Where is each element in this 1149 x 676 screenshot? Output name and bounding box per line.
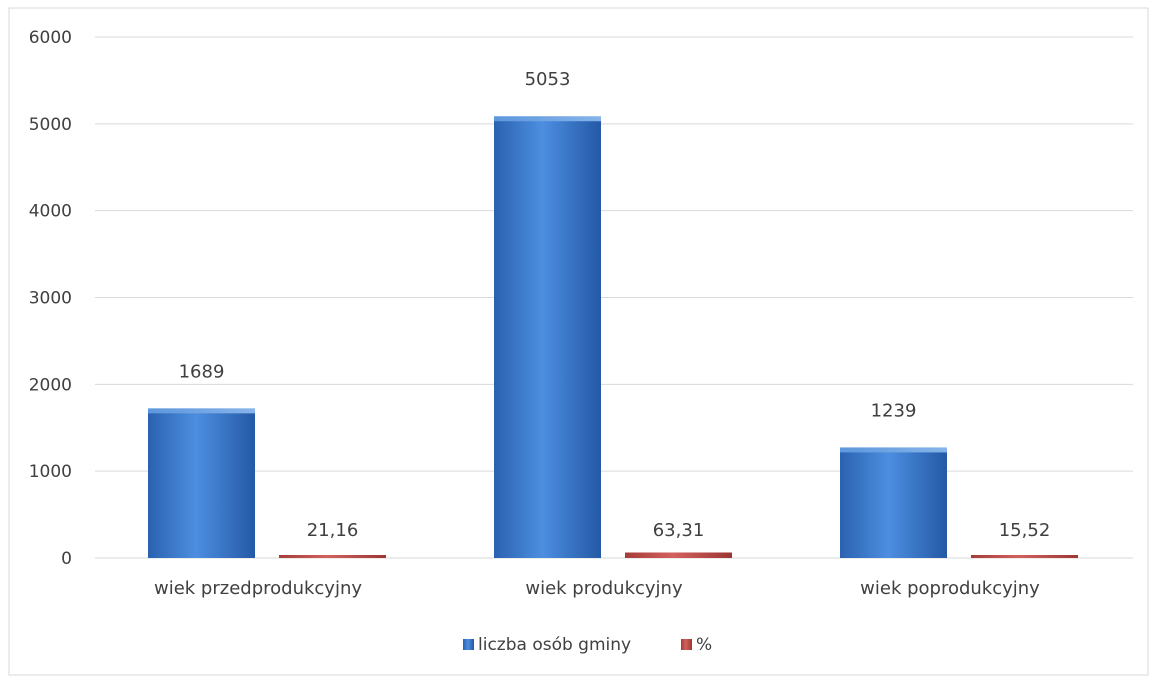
data-label: 63,31	[653, 520, 705, 541]
bar-liczba-osob	[148, 408, 255, 558]
legend-item: liczba osób gminy	[463, 635, 631, 655]
x-category-label: wiek produkcyjny	[525, 578, 683, 599]
bar-liczba-osob	[494, 116, 601, 558]
legend-label: liczba osób gminy	[478, 635, 631, 655]
data-label: 15,52	[999, 520, 1051, 541]
x-category-label: wiek przedprodukcyjny	[154, 578, 362, 599]
y-tick-label: 1000	[29, 462, 72, 482]
y-tick-label: 0	[61, 549, 72, 569]
bar-percent	[971, 555, 1078, 558]
legend-item: %	[681, 635, 712, 655]
bar-liczba-osob	[840, 447, 947, 558]
y-tick-label: 4000	[29, 202, 72, 222]
bar-percent	[625, 552, 732, 558]
y-tick-label: 2000	[29, 375, 72, 395]
data-label: 21,16	[307, 520, 359, 541]
data-label: 5053	[525, 69, 571, 90]
legend-swatch	[463, 639, 474, 650]
y-tick-label: 6000	[29, 28, 72, 48]
y-tick-label: 3000	[29, 289, 72, 309]
y-tick-label: 5000	[29, 115, 72, 135]
data-label: 1239	[871, 400, 917, 421]
x-category-label: wiek poprodukcyjny	[860, 578, 1040, 599]
legend-swatch	[681, 639, 692, 650]
data-label: 1689	[179, 361, 225, 382]
bar-percent	[279, 555, 386, 558]
legend-label: %	[696, 635, 712, 655]
